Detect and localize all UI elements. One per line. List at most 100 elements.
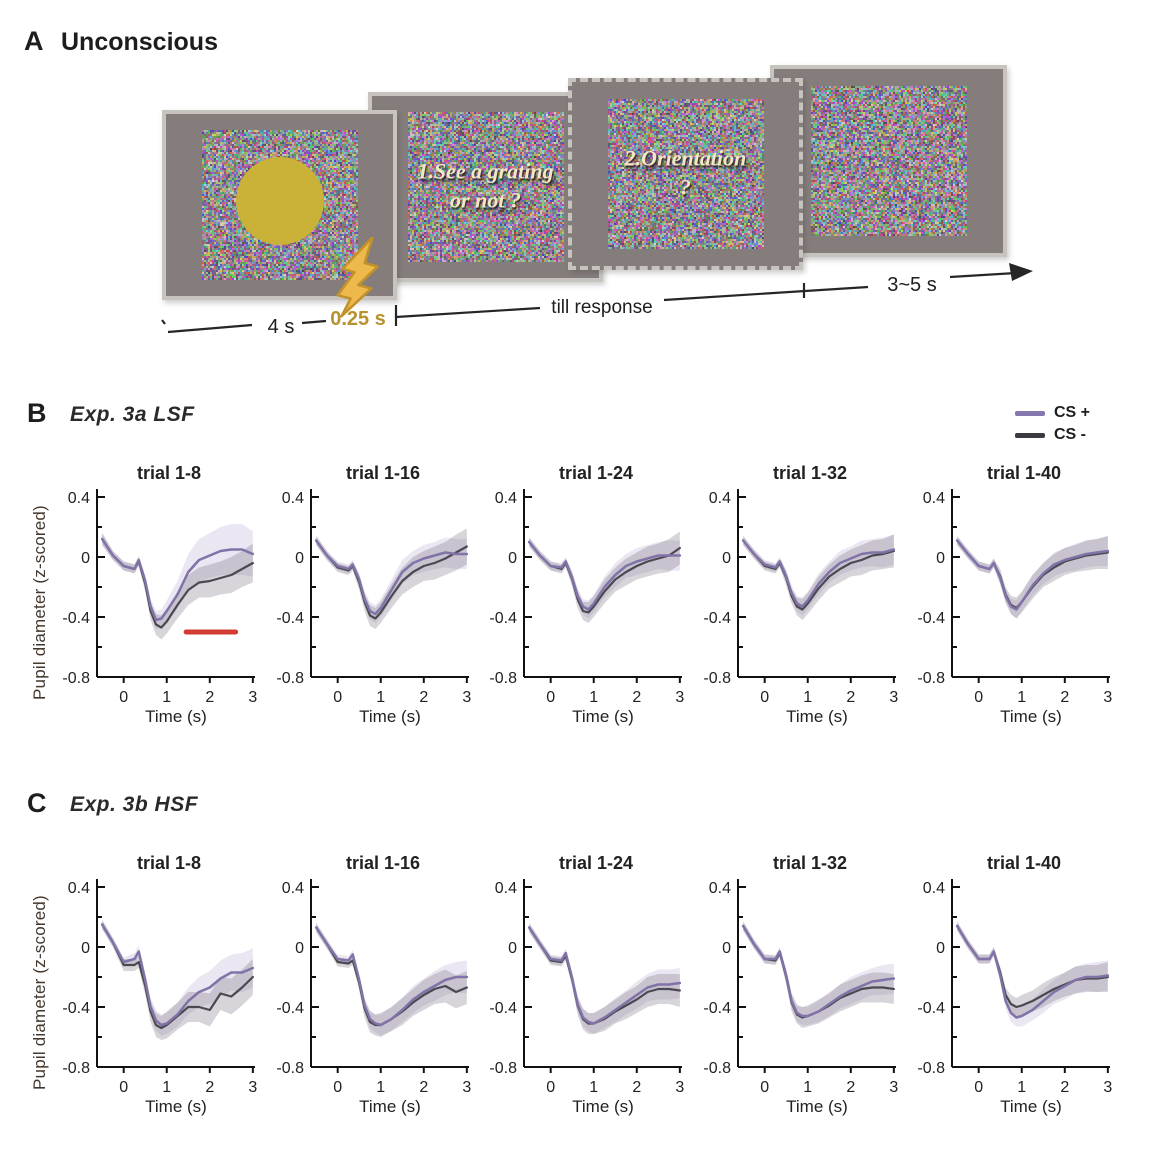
chart-c-trial-1-8: trial 1-8 0.4 0 -0.4 -0.8 0 1 2 3 Time (s): [53, 845, 268, 1117]
x-axis-label: Time (s): [572, 1097, 634, 1116]
chart-title: trial 1-40: [987, 853, 1061, 873]
figure-root: A Unconscious 1.See a grating or not ? 2…: [0, 0, 1153, 1165]
chart-c-trial-1-24: trial 1-24 0.4 0 -0.4 -0.8 0 1 2 3 Time (s): [480, 845, 695, 1117]
y-tick-label: 0: [81, 550, 90, 567]
x-axis-label: Time (s): [786, 707, 848, 726]
cs-minus-band: [957, 536, 1108, 619]
x-tick-label: 2: [632, 1079, 641, 1096]
chart-c-trial-1-40: trial 1-400.40-0.4-0.80 1 2 3Time (s): [908, 845, 1123, 1117]
x-tick-label: 1: [1017, 1079, 1026, 1096]
panel-c-label: C: [27, 788, 47, 819]
cs-plus-line-swatch: [1015, 411, 1045, 416]
y-tick-label: 0: [295, 550, 304, 567]
x-tick-label: 0: [974, 689, 983, 706]
y-tick-label: -0.8: [62, 1060, 90, 1077]
y-tick-label: -0.8: [62, 670, 90, 687]
cs-minus-line-swatch: [1015, 433, 1045, 438]
noise-image: [811, 86, 967, 236]
chart-title: trial 1-24: [559, 463, 633, 483]
y-tick-label: -0.8: [276, 1060, 304, 1077]
x-axis-label: Time (s): [1000, 707, 1062, 726]
panel-a-title: Unconscious: [61, 28, 218, 57]
chart-title: trial 1-24: [559, 853, 633, 873]
y-tick-label: 0: [722, 940, 731, 957]
y-tick-label: 0.4: [282, 490, 304, 507]
question-1-line1: 1.See a grating: [417, 157, 553, 186]
chart-b-trial-1-32: trial 1-320.40-0.4-0.80 1 2 3Time (s): [694, 455, 909, 727]
x-tick-label: 3: [889, 1079, 898, 1096]
x-tick-label: 3: [462, 1079, 471, 1096]
duration-4s: 4 s: [268, 316, 295, 339]
x-axis-label: Time (s): [572, 707, 634, 726]
panel-a-label: A: [24, 26, 44, 57]
y-axis-label-b: Pupil diameter (z-scored): [30, 505, 50, 700]
chart-title: trial 1-40: [987, 463, 1061, 483]
x-tick-label: 2: [205, 1079, 214, 1096]
x-axis-label: Time (s): [145, 1097, 207, 1116]
chart-c-trial-1-32: trial 1-32 0.4 0 -0.4 -0.8 0 1 2 3 Time (s): [694, 845, 909, 1117]
x-tick-label: 1: [803, 689, 812, 706]
y-tick-label: -0.4: [703, 610, 731, 627]
x-axis-label: Time (s): [145, 707, 207, 726]
question-1-text: 1.See a grating or not ?: [417, 157, 553, 214]
y-tick-label: -0.4: [917, 1000, 945, 1017]
y-tick-label: 0.4: [68, 880, 90, 897]
x-tick-label: 1: [589, 1079, 598, 1096]
x-tick-label: 0: [333, 689, 342, 706]
x-tick-label: 2: [846, 689, 855, 706]
x-tick-label: 3: [248, 1079, 257, 1096]
legend-cs-minus: CS -: [1015, 426, 1086, 444]
y-tick-label: 0.4: [923, 880, 945, 897]
cs-minus-band: [743, 535, 894, 621]
x-tick-label: 1: [376, 689, 385, 706]
chart-c-trial-1-16: trial 1-16 0.4 0 -0.4 -0.8 0 1 2 3 Time (s): [267, 845, 482, 1117]
y-tick-label: 0: [508, 940, 517, 957]
y-tick-label: -0.4: [276, 610, 304, 627]
x-tick-label: 2: [1060, 689, 1069, 706]
x-axis-label: Time (s): [1000, 1097, 1062, 1116]
y-tick-label: 0.4: [282, 880, 304, 897]
chart-title: trial 1-16: [346, 463, 420, 483]
x-tick-label: 1: [376, 1079, 385, 1096]
x-tick-label: 0: [974, 1079, 983, 1096]
y-tick-label: -0.8: [489, 670, 517, 687]
x-tick-label: 3: [1103, 689, 1112, 706]
y-axis-label-c: Pupil diameter (z-scored): [30, 895, 50, 1090]
y-tick-label: -0.8: [489, 1060, 517, 1077]
y-tick-label: -0.8: [276, 670, 304, 687]
y-tick-label: 0: [81, 940, 90, 957]
x-tick-label: 3: [248, 689, 257, 706]
cs-minus-label: CS -: [1054, 426, 1086, 444]
y-tick-label: 0: [722, 550, 731, 567]
chart-b-trial-1-24: trial 1-240.40-0.4-0.80 1 2 3Time (s): [480, 455, 695, 727]
chart-title: trial 1-8: [137, 853, 201, 873]
chart-title: trial 1-32: [773, 463, 847, 483]
chart-title: trial 1-16: [346, 853, 420, 873]
y-tick-label: 0.4: [495, 880, 517, 897]
y-tick-label: -0.4: [703, 1000, 731, 1017]
x-tick-label: 0: [119, 689, 128, 706]
x-tick-label: 1: [589, 689, 598, 706]
y-tick-label: 0.4: [709, 490, 731, 507]
x-tick-label: 0: [333, 1079, 342, 1096]
question-1-line2: or not ?: [417, 186, 553, 215]
x-tick-label: 1: [1017, 689, 1026, 706]
question-2-text: 2.Orientation ?: [625, 144, 747, 201]
x-tick-label: 3: [675, 689, 684, 706]
y-tick-label: 0.4: [923, 490, 945, 507]
panel-c-subtitle: Exp. 3b HSF: [70, 793, 198, 817]
y-tick-label: 0: [936, 550, 945, 567]
question-2-line1: 2.Orientation: [625, 144, 747, 173]
x-tick-label: 3: [675, 1079, 684, 1096]
panel-b-subtitle: Exp. 3a LSF: [70, 403, 195, 427]
x-tick-label: 2: [632, 689, 641, 706]
x-tick-label: 0: [546, 689, 555, 706]
panel-b-label: B: [27, 398, 47, 429]
x-tick-label: 2: [205, 689, 214, 706]
y-tick-label: 0.4: [68, 490, 90, 507]
chart-b-trial-1-40: trial 1-40 0.4 0 -0.4 -0.8 0 1 2 3 Time (s): [908, 455, 1123, 727]
x-tick-label: 0: [119, 1079, 128, 1096]
chart-b-trial-1-16: trial 1-16 0.4 0 -0.4 -0.8 0 1 2 3 Time (s): [267, 455, 482, 727]
x-tick-label: 2: [419, 1079, 428, 1096]
x-tick-label: 3: [1103, 1079, 1112, 1096]
